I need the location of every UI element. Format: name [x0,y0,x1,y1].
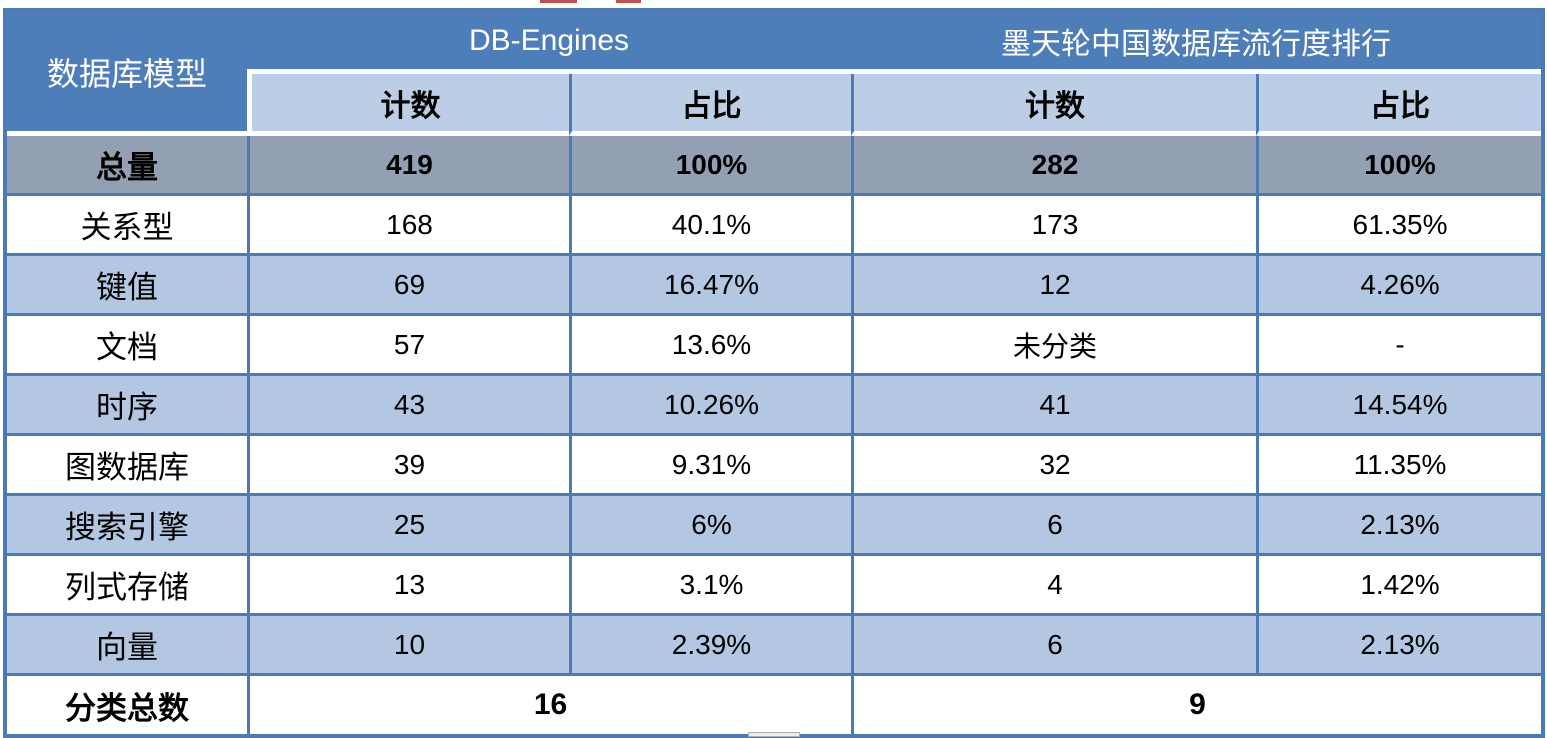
cell-mt-count: 6 [851,493,1257,553]
clipped-red-text-fragment [616,0,641,3]
group-header-motianlun-ranking: 墨天轮中国数据库流行度排行 [851,12,1542,74]
cell-mt-share: 61.35% [1256,193,1542,253]
column-header-database-model: 数据库模型 [7,12,247,136]
row-label: 文档 [7,313,247,373]
row-label: 向量 [7,613,247,673]
column-header-db-share: 占比 [569,74,852,136]
comparison-table: 数据库模型 DB-Engines 墨天轮中国数据库流行度排行 计数 占比 计数 … [7,12,1542,734]
total-row: 总量 419 100% 282 100% [7,136,1542,193]
cell-db-share: 13.6% [569,313,852,373]
table-row: 键值 69 16.47% 12 4.26% [7,253,1542,313]
cell-mt-share: 2.13% [1256,613,1542,673]
cell-db-count: 43 [247,373,569,433]
total-mt-count: 282 [851,136,1257,193]
cell-mt-count: 6 [851,613,1257,673]
database-model-comparison-table: 数据库模型 DB-Engines 墨天轮中国数据库流行度排行 计数 占比 计数 … [3,8,1545,738]
horizontal-scrollbar-thumb[interactable] [748,732,800,737]
cell-mt-count: 41 [851,373,1257,433]
cell-mt-share: - [1256,313,1542,373]
cell-mt-share: 4.26% [1256,253,1542,313]
group-header-db-engines: DB-Engines [247,12,852,74]
table-row: 关系型 168 40.1% 173 61.35% [7,193,1542,253]
cell-db-count: 168 [247,193,569,253]
cell-db-share: 9.31% [569,433,852,493]
clipped-red-text-fragment [540,0,577,3]
row-label-total: 总量 [7,136,247,193]
column-header-mt-count: 计数 [851,74,1257,136]
cell-db-count: 25 [247,493,569,553]
cell-db-count: 57 [247,313,569,373]
motianlun-category-count: 9 [851,673,1542,734]
cell-db-share: 2.39% [569,613,852,673]
row-label: 列式存储 [7,553,247,613]
cell-db-count: 10 [247,613,569,673]
table-row: 文档 57 13.6% 未分类 - [7,313,1542,373]
sub-header-row: 计数 占比 计数 占比 [7,74,1542,136]
row-label: 关系型 [7,193,247,253]
cell-mt-share: 14.54% [1256,373,1542,433]
cell-db-count: 69 [247,253,569,313]
total-mt-share: 100% [1256,136,1542,193]
table-row: 搜索引擎 25 6% 6 2.13% [7,493,1542,553]
group-header-row: 数据库模型 DB-Engines 墨天轮中国数据库流行度排行 [7,12,1542,136]
table-row: 向量 10 2.39% 6 2.13% [7,613,1542,673]
table-row: 图数据库 39 9.31% 32 11.35% [7,433,1542,493]
cell-mt-count: 未分类 [851,313,1257,373]
row-label-category-total: 分类总数 [7,673,247,734]
cell-db-share: 6% [569,493,852,553]
category-count-row: 分类总数 16 9 [7,673,1542,734]
row-label: 图数据库 [7,433,247,493]
cell-mt-share: 11.35% [1256,433,1542,493]
db-engines-category-count: 16 [247,673,852,734]
column-header-db-count: 计数 [247,74,569,136]
cell-mt-count: 4 [851,553,1257,613]
cell-db-share: 16.47% [569,253,852,313]
cell-mt-count: 32 [851,433,1257,493]
cell-mt-share: 1.42% [1256,553,1542,613]
row-label: 时序 [7,373,247,433]
column-header-mt-share: 占比 [1256,74,1542,136]
table-row: 时序 43 10.26% 41 14.54% [7,373,1542,433]
total-db-share: 100% [569,136,852,193]
row-label: 搜索引擎 [7,493,247,553]
cell-db-count: 13 [247,553,569,613]
table-row: 列式存储 13 3.1% 4 1.42% [7,553,1542,613]
cell-db-share: 40.1% [569,193,852,253]
cell-db-share: 3.1% [569,553,852,613]
total-db-count: 419 [247,136,569,193]
cell-mt-count: 12 [851,253,1257,313]
cell-db-count: 39 [247,433,569,493]
cell-mt-count: 173 [851,193,1257,253]
cell-db-share: 10.26% [569,373,852,433]
cell-mt-share: 2.13% [1256,493,1542,553]
row-label: 键值 [7,253,247,313]
